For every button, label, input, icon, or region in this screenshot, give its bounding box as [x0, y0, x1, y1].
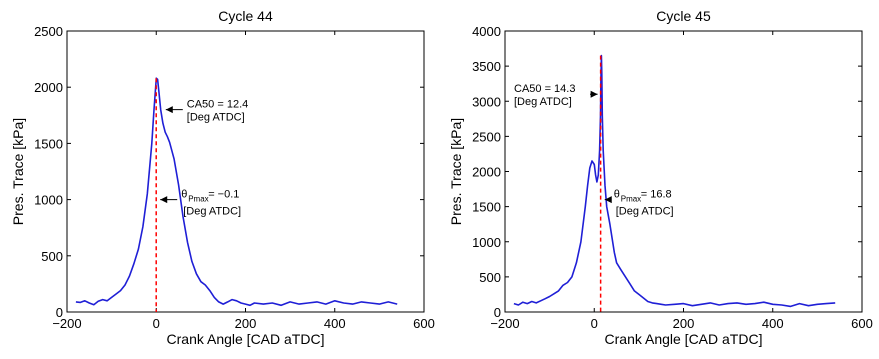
x-tick-label: −200 — [52, 316, 81, 331]
axes-box — [504, 30, 863, 313]
annotation-subscript: Pmax — [188, 195, 208, 204]
annotation-label: CA50 = 12.4 — [187, 99, 248, 111]
y-tick-label: 3000 — [472, 94, 501, 109]
y-axis-label: Pres. Trace [kPa] — [448, 118, 464, 225]
y-tick-label: 500 — [41, 249, 63, 264]
annotation-theta: θ — [614, 189, 620, 201]
x-tick-label: 0 — [591, 316, 598, 331]
y-tick-label: 4000 — [472, 24, 501, 39]
x-tick-label: 200 — [235, 316, 257, 331]
y-tick-label: 1500 — [472, 200, 501, 215]
x-axis-label: Crank Angle [CAD aTDC] — [605, 331, 763, 347]
y-tick-label: 0 — [494, 305, 501, 320]
annotation-arrowhead — [165, 106, 173, 114]
y-tick-label: 1500 — [34, 136, 63, 151]
annotation-subscript: Pmax — [621, 195, 641, 204]
x-axis-label: Crank Angle [CAD aTDC] — [167, 331, 325, 347]
chart-title: Cycle 44 — [218, 8, 273, 24]
annotation-arrowhead — [604, 196, 612, 204]
annotation-unit: [Deg ATDC] — [183, 206, 241, 218]
y-tick-label: 500 — [479, 270, 501, 285]
plot-cycle-45: Cycle 45−200 0 200 400 600050010001500200025… — [448, 8, 873, 347]
x-tick-label: 400 — [324, 316, 346, 331]
y-tick-label: 0 — [56, 305, 63, 320]
plot-cycle-44: Cycle 44−200 0 200 400 600050010001500200025… — [10, 8, 435, 347]
y-tick-label: 2500 — [472, 129, 501, 144]
x-tick-label: −200 — [490, 316, 519, 331]
annotation-unit: [Deg ATDC] — [187, 112, 245, 124]
y-tick-label: 1000 — [34, 193, 63, 208]
annotation-label: CA50 = 14.3 — [514, 83, 575, 95]
series-line — [75, 77, 398, 307]
series-line — [513, 54, 836, 308]
annotation-arrowhead — [590, 90, 598, 98]
x-tick-label: 600 — [851, 316, 873, 331]
annotation-unit: [Deg ATDC] — [616, 206, 674, 218]
y-tick-label: 2000 — [34, 80, 63, 95]
annotation-unit: [Deg ATDC] — [514, 96, 572, 108]
annotation-arrowhead — [160, 196, 168, 204]
y-tick-label: 2500 — [34, 24, 63, 39]
annotation-value: = −0.1 — [208, 189, 239, 201]
x-tick-label: 200 — [673, 316, 695, 331]
y-axis-label: Pres. Trace [kPa] — [10, 118, 26, 225]
axes-box — [66, 30, 425, 313]
x-tick-label: 0 — [153, 316, 160, 331]
y-tick-label: 2000 — [472, 165, 501, 180]
annotation-theta: θ — [181, 189, 187, 201]
x-tick-label: 600 — [413, 316, 435, 331]
y-tick-label: 1000 — [472, 235, 501, 250]
y-tick-label: 3500 — [472, 59, 501, 74]
chart-title: Cycle 45 — [656, 8, 711, 24]
annotation-value: = 16.8 — [641, 189, 672, 201]
x-tick-label: 400 — [762, 316, 784, 331]
